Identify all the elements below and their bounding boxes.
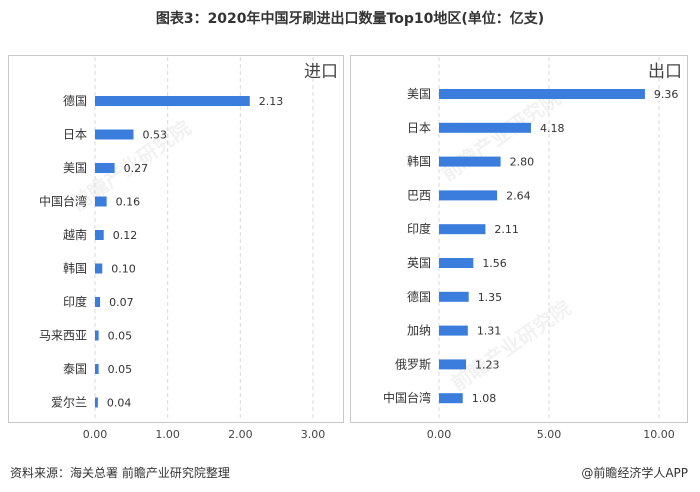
export-category-label: 巴西 [407,188,431,202]
export-panel-title: 出口 [648,62,682,82]
export-bar [439,393,463,404]
export-data-label: 4.18 [540,122,565,135]
import-category-label: 韩国 [63,261,87,276]
export-category-label: 德国 [407,289,431,304]
import-data-label: 0.05 [108,330,133,343]
export-bar [439,190,498,201]
export-data-label: 2.11 [494,223,519,236]
export-data-label: 1.23 [475,358,500,371]
import-bar [95,297,101,307]
footer: 资料来源：海关总署 前瞻产业研究院整理 @前瞻经济学人APP [0,464,700,484]
import-bar [95,196,107,207]
export-data-label: 2.64 [506,189,530,202]
import-data-label: 2.13 [259,95,284,108]
export-data-label: 9.36 [654,88,679,101]
import-bar [95,364,99,374]
export-x-tick-label: 10.00 [643,428,675,441]
export-bar [439,156,501,167]
import-bar [95,397,98,408]
export-bar [439,122,531,133]
export-category-label: 中国台湾 [383,390,431,405]
export-category-label: 韩国 [407,154,431,169]
export-bar [439,325,468,336]
import-bar [95,330,99,341]
export-data-label: 1.35 [478,291,503,304]
export-category-label: 美国 [407,87,431,101]
import-x-tick-label: 0.00 [83,428,108,441]
import-data-label: 0.16 [116,196,141,209]
export-category-label: 加纳 [407,324,431,338]
import-data-label: 0.07 [109,296,134,309]
export-category-label: 英国 [407,256,431,270]
import-category-label: 爱尔兰 [51,395,87,410]
export-panel [350,55,688,423]
import-bar [95,163,115,173]
import-category-label: 马来西亚 [39,329,87,343]
chart-title: 图表3：2020年中国牙刷进出口数量Top10地区(单位：亿支) [155,11,545,27]
import-bar [95,96,250,106]
app-credit: @前瞻经济学人APP [581,466,688,480]
import-data-label: 0.12 [113,229,138,242]
export-bar [439,359,467,370]
import-data-label: 0.04 [107,397,132,410]
export-x-tick-label: 5.00 [537,428,562,441]
import-bar [95,129,134,140]
export-data-label: 2.80 [510,156,534,169]
import-category-label: 美国 [63,161,87,175]
import-category-label: 泰国 [63,362,87,376]
export-data-label: 1.08 [472,392,497,405]
import-panel-title: 进口 [304,62,338,82]
import-data-label: 0.27 [124,162,148,175]
import-category-label: 印度 [63,294,87,309]
import-category-label: 日本 [63,128,87,142]
import-category-label: 中国台湾 [39,194,87,209]
import-data-label: 0.53 [143,129,168,142]
export-category-label: 印度 [407,221,431,236]
export-category-label: 日本 [407,121,431,135]
import-x-tick-label: 2.00 [228,428,253,441]
import-bar [95,263,103,274]
export-data-label: 1.56 [482,257,507,270]
source-note: 资料来源：海关总署 前瞻产业研究院整理 [10,466,230,480]
export-bar [439,258,474,268]
import-data-label: 0.10 [111,263,135,276]
import-panel [8,55,344,423]
import-category-label: 越南 [63,227,87,242]
export-category-label: 俄罗斯 [395,357,431,371]
import-data-label: 0.05 [108,363,133,376]
export-bar [439,291,469,302]
export-data-label: 1.31 [477,325,502,338]
import-x-tick-label: 3.00 [301,428,326,441]
import-x-tick-label: 1.00 [155,428,180,441]
import-bar [95,230,104,240]
import-category-label: 德国 [63,93,87,108]
export-x-tick-label: 0.00 [427,428,452,441]
export-bar [439,224,486,235]
export-bar [439,89,645,99]
